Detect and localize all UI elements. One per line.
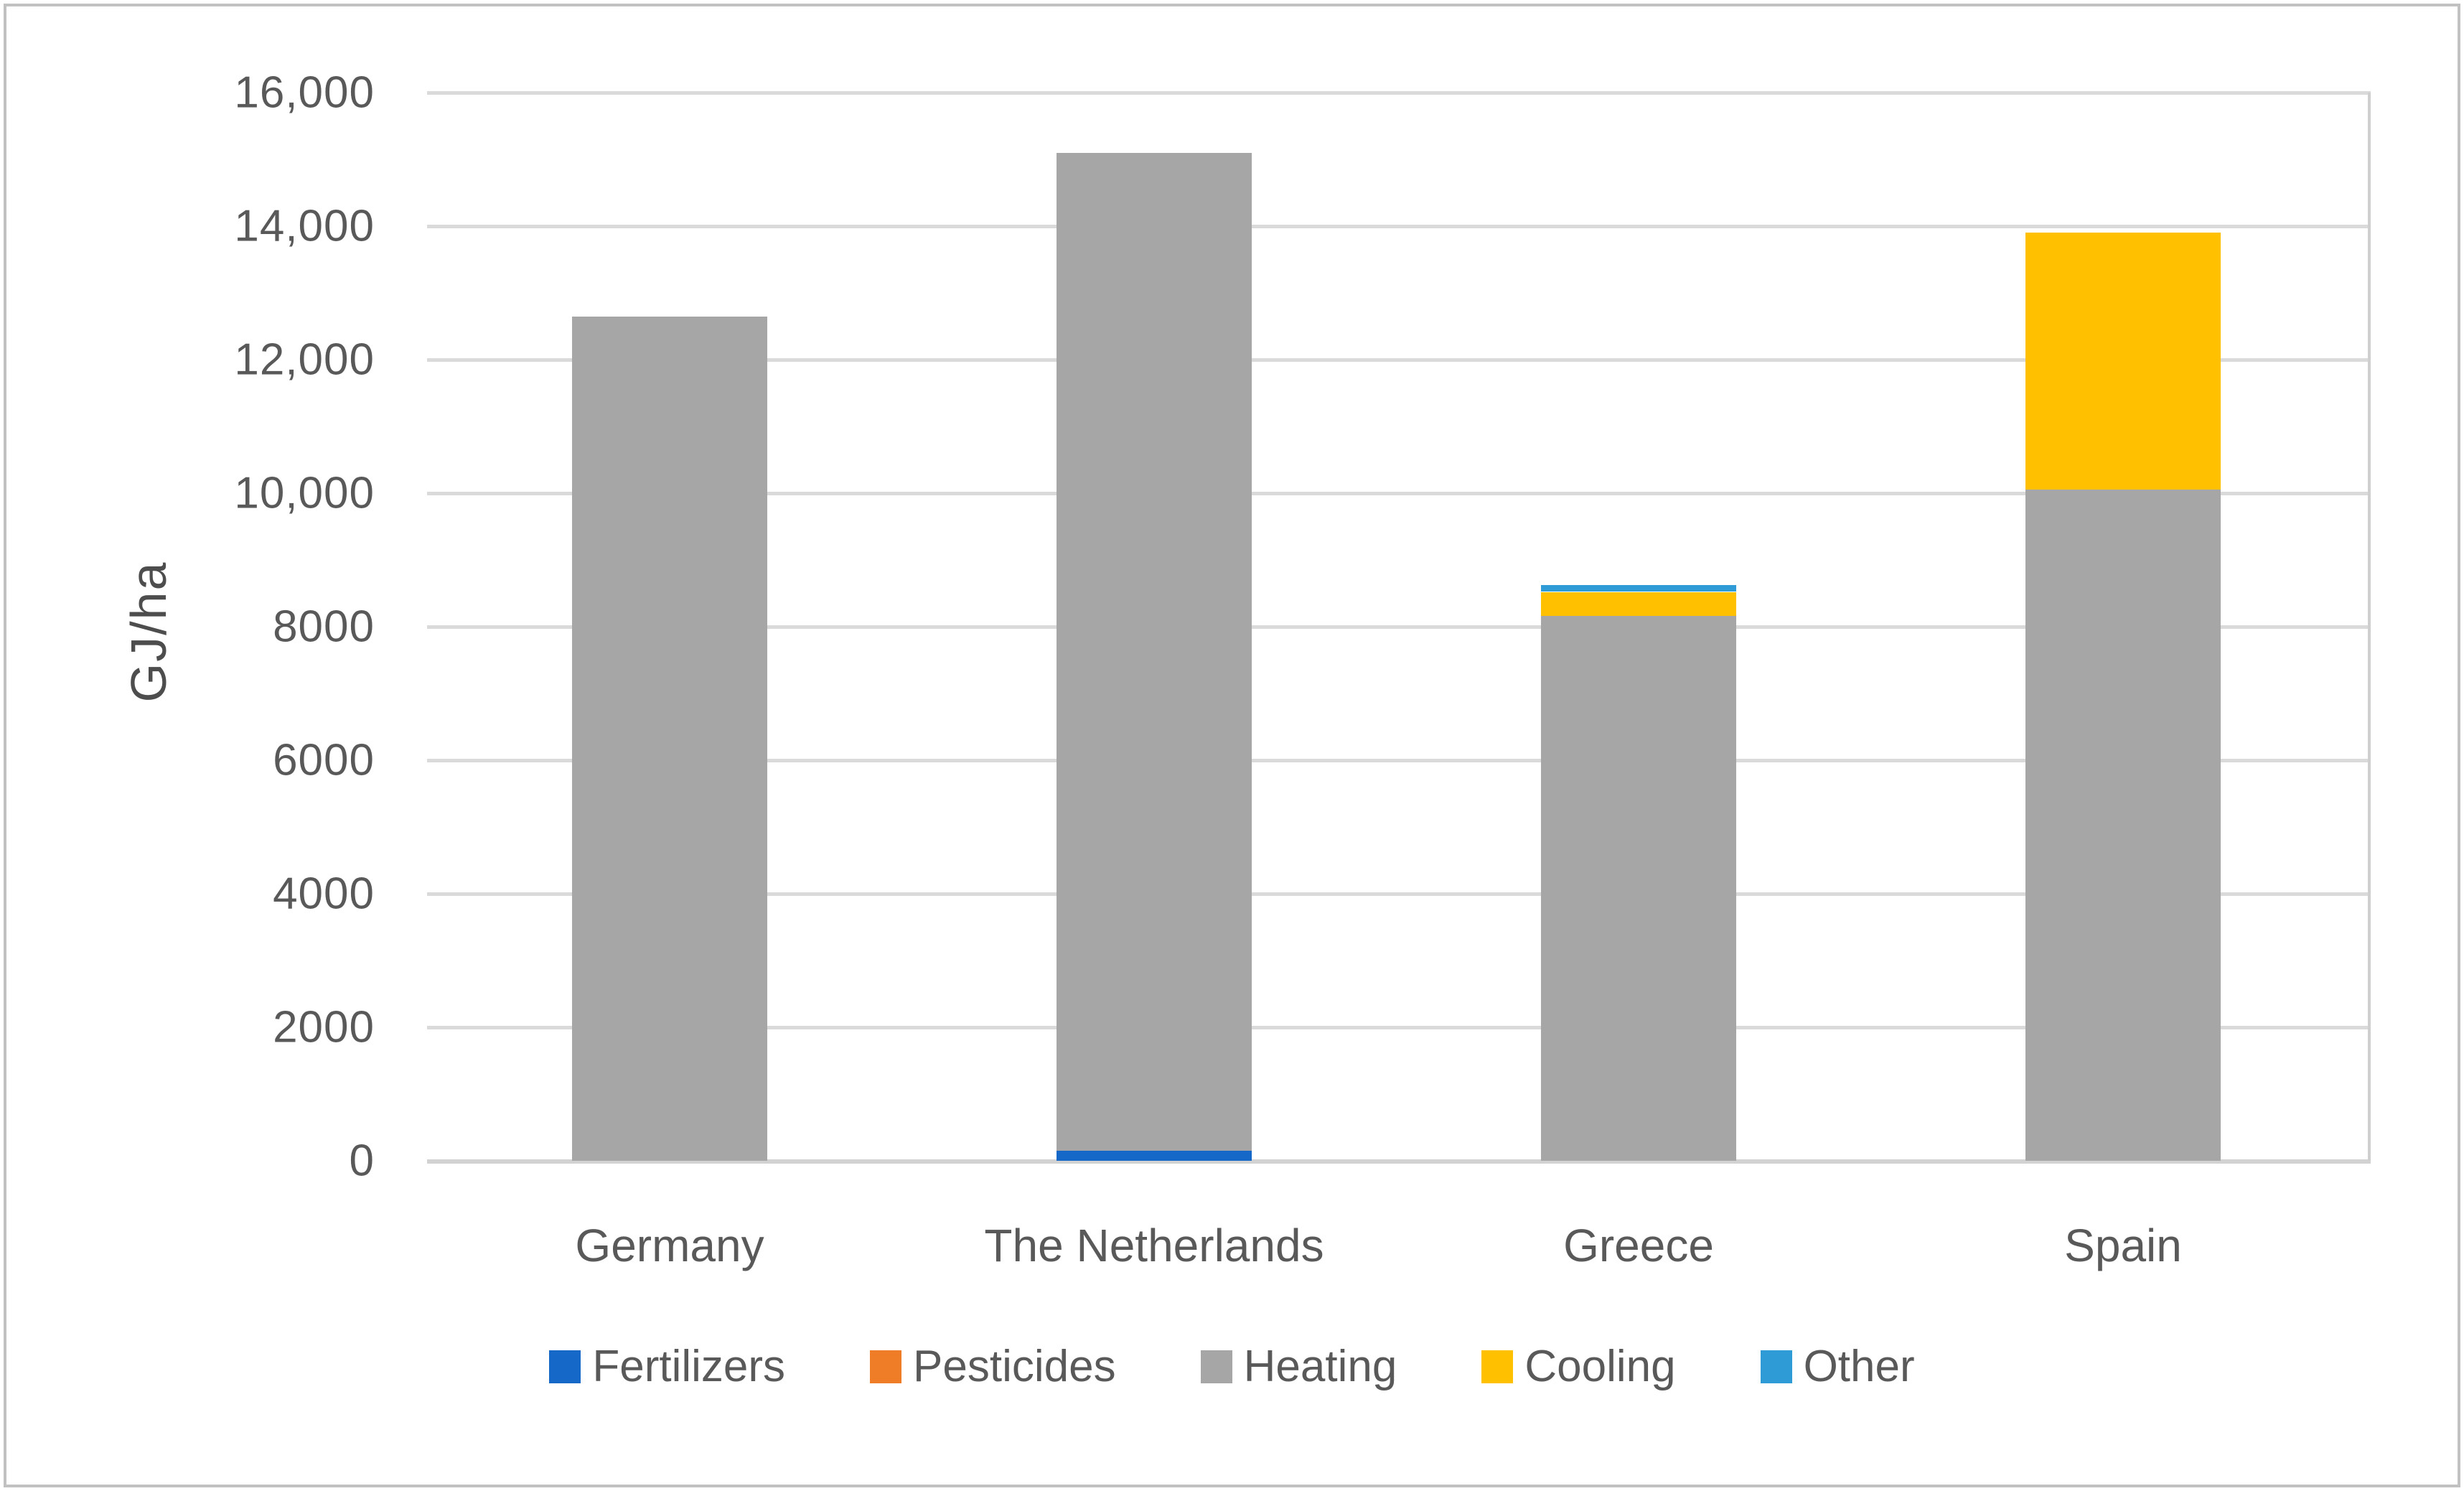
legend-label-heating: Heating bbox=[1243, 1342, 1397, 1391]
plot-area-right-border bbox=[2368, 93, 2371, 1161]
y-tick-label-0: 0 bbox=[349, 1136, 375, 1186]
y-tick-label-4000: 4000 bbox=[273, 869, 375, 919]
bar-segment-heating-germany bbox=[572, 317, 767, 1161]
bar-segment-heating-greece bbox=[1541, 615, 1736, 1161]
bar-segment-other-greece bbox=[1541, 585, 1736, 592]
y-tick-label-10000: 10,000 bbox=[234, 468, 375, 518]
legend-swatch-heating bbox=[1200, 1350, 1232, 1383]
legend-swatch-cooling bbox=[1481, 1350, 1514, 1383]
legend-item-cooling: Cooling bbox=[1481, 1341, 1676, 1392]
legend-swatch-other bbox=[1760, 1350, 1792, 1383]
x-category-label-greece: Greece bbox=[1563, 1220, 1714, 1271]
legend-label-pesticides: Pesticides bbox=[913, 1342, 1116, 1391]
x-category-label-germany: Germany bbox=[575, 1220, 764, 1271]
x-category-label-spain: Spain bbox=[2064, 1220, 2182, 1271]
y-tick-label-12000: 12,000 bbox=[234, 335, 375, 385]
gridline-0 bbox=[427, 1159, 2371, 1164]
gridline-8000 bbox=[427, 625, 2371, 629]
y-tick-label-16000: 16,000 bbox=[234, 67, 375, 118]
legend-label-other: Other bbox=[1803, 1342, 1915, 1391]
x-category-label-the-netherlands: The Netherlands bbox=[984, 1220, 1324, 1271]
y-tick-label-2000: 2000 bbox=[273, 1002, 375, 1052]
bar-segment-cooling-spain bbox=[2025, 233, 2221, 490]
bar-segment-heating-spain bbox=[2025, 490, 2221, 1161]
gridline-4000 bbox=[427, 892, 2371, 896]
gridline-12000 bbox=[427, 358, 2371, 362]
y-tick-label-6000: 6000 bbox=[273, 735, 375, 785]
legend-swatch-pesticides bbox=[870, 1350, 902, 1383]
legend: Fertilizers Pesticides Heating Cooling Other bbox=[0, 1341, 2464, 1392]
legend-swatch-fertilizers bbox=[549, 1350, 581, 1383]
legend-item-pesticides: Pesticides bbox=[870, 1341, 1116, 1392]
gridline-10000 bbox=[427, 492, 2371, 495]
gridline-6000 bbox=[427, 759, 2371, 762]
y-tick-label-8000: 8000 bbox=[273, 602, 375, 652]
gridline-16000 bbox=[427, 91, 2371, 95]
legend-item-fertilizers: Fertilizers bbox=[549, 1341, 785, 1392]
legend-label-cooling: Cooling bbox=[1524, 1342, 1676, 1391]
legend-label-fertilizers: Fertilizers bbox=[592, 1342, 786, 1391]
legend-item-other: Other bbox=[1760, 1341, 1915, 1392]
bar-segment-heating-the-netherlands bbox=[1057, 153, 1252, 1151]
y-tick-label-14000: 14,000 bbox=[234, 201, 375, 251]
bar-segment-fertilizers-the-netherlands bbox=[1057, 1151, 1252, 1161]
gridline-14000 bbox=[427, 225, 2371, 228]
gridline-2000 bbox=[427, 1026, 2371, 1029]
bar-segment-cooling-greece bbox=[1541, 592, 1736, 616]
legend-item-heating: Heating bbox=[1200, 1341, 1397, 1392]
